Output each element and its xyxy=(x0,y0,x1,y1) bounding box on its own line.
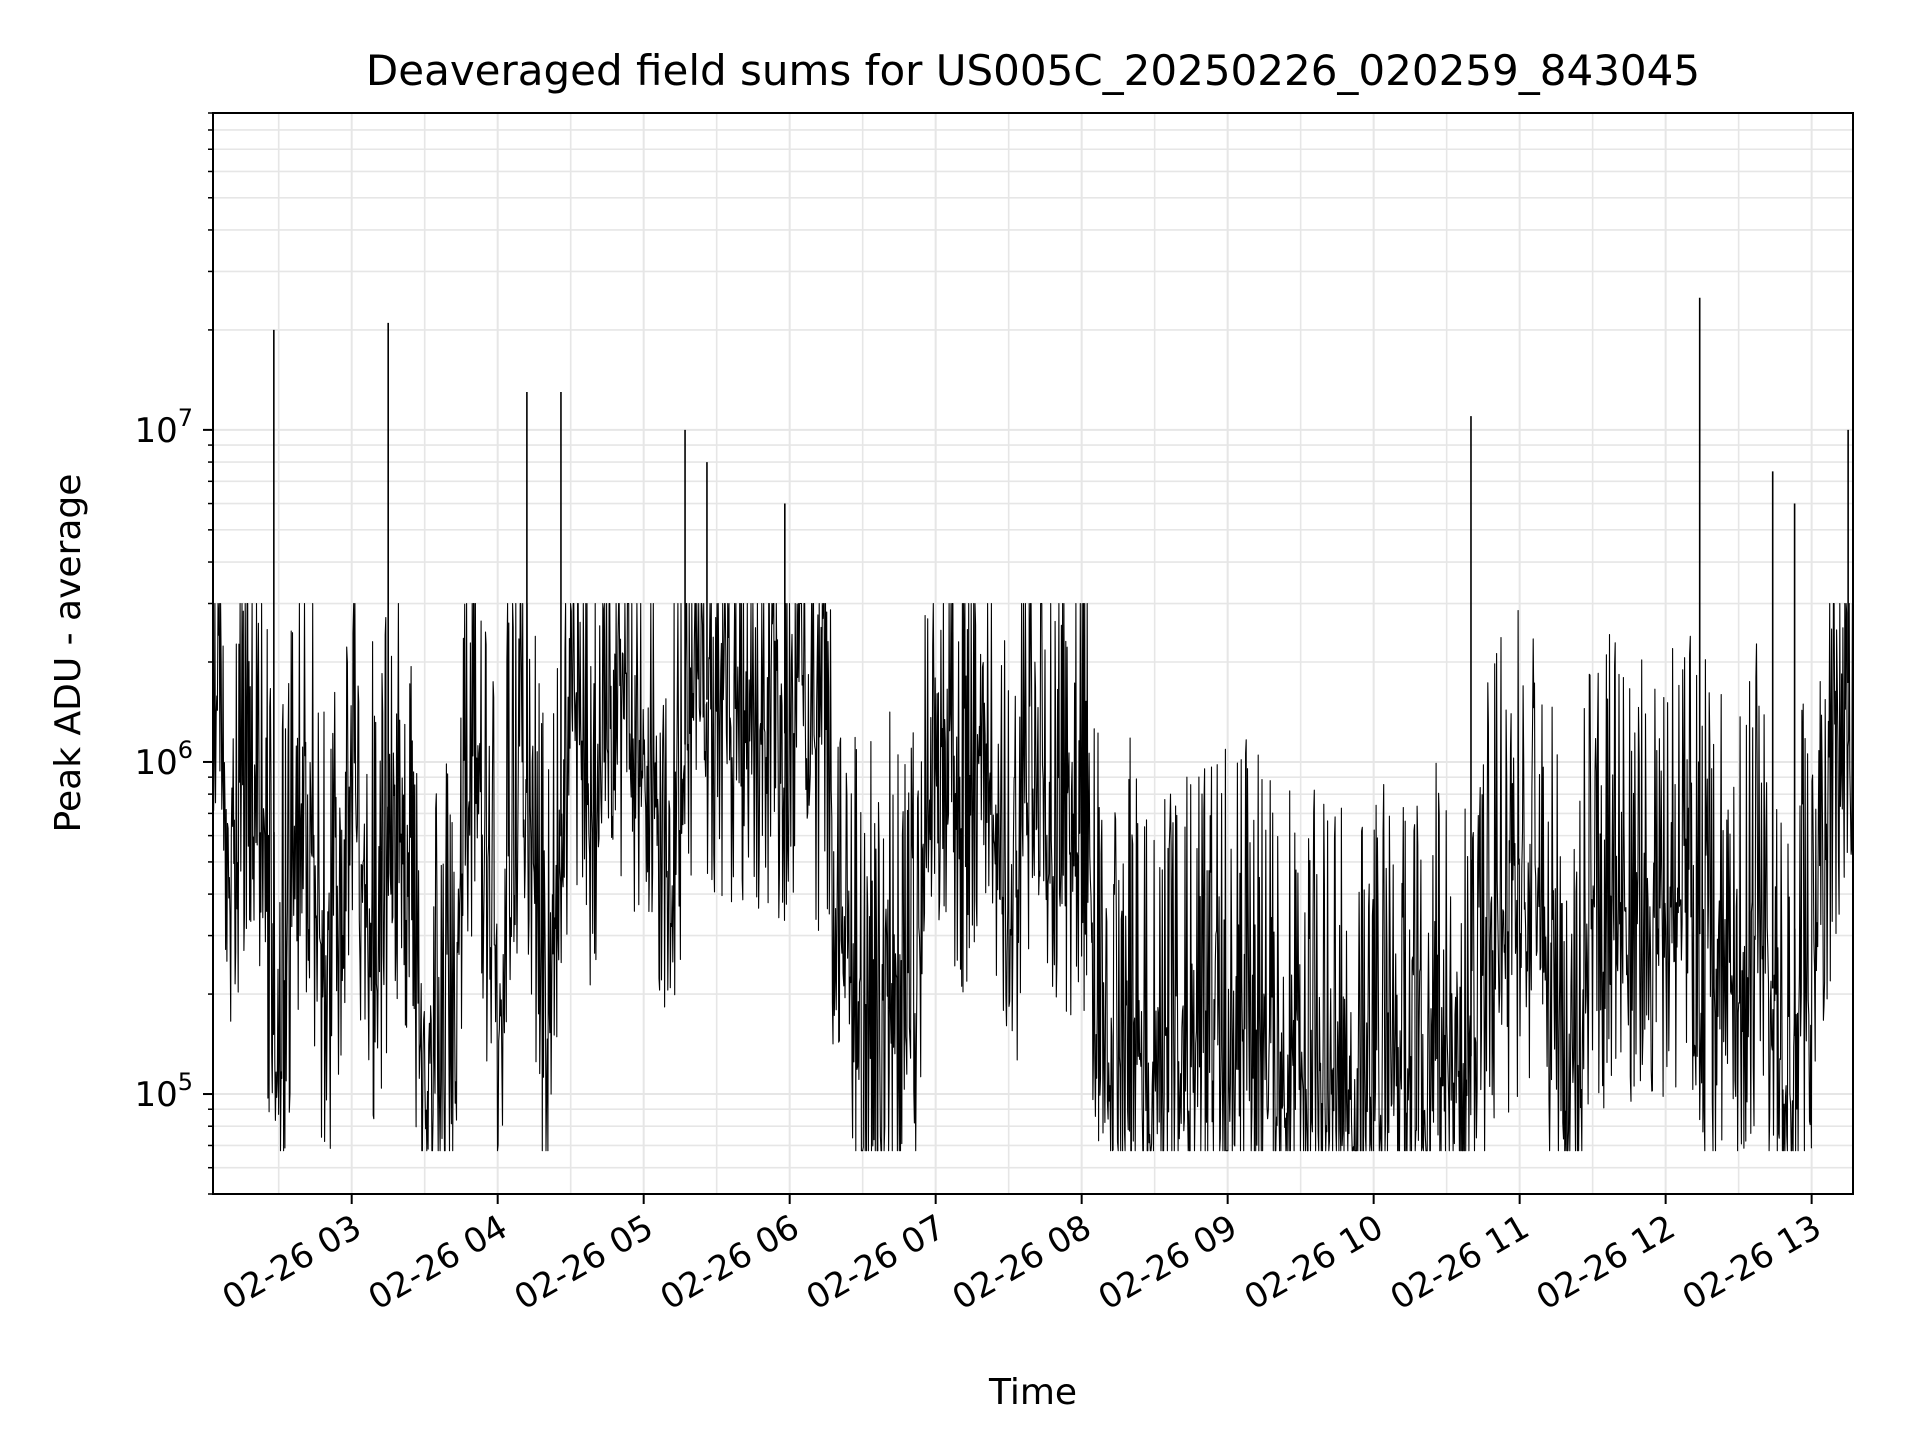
data-series xyxy=(212,297,1854,1152)
y-axis-label: Peak ADU - average xyxy=(48,474,89,833)
y-tick-label: 105 xyxy=(134,1068,193,1115)
y-tick-label: 107 xyxy=(134,404,193,451)
y-axis: 105 106 107 xyxy=(134,112,213,1195)
x-axis-label: Time xyxy=(988,1372,1077,1413)
y-tick-label: 106 xyxy=(134,736,193,783)
plot-frame xyxy=(212,112,1854,1195)
series-line xyxy=(212,602,1854,1152)
chart-title: Deaveraged field sums for US005C_2025022… xyxy=(366,46,1700,95)
